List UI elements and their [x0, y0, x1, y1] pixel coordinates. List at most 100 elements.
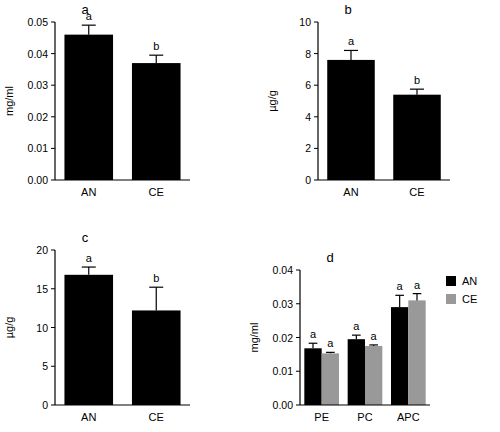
bar [365, 346, 382, 405]
error-bar [395, 295, 404, 307]
bar [327, 60, 375, 180]
figure: a mg/ml 0.00 0.01 0.02 0.03 0.04 0.05 AN a CE b b µg/… [0, 0, 500, 432]
bar [304, 348, 321, 405]
error-cap [326, 352, 335, 353]
bar [408, 300, 425, 405]
panel-label: d [326, 250, 333, 265]
y-tick-label: 10 [299, 16, 311, 28]
error-bar [326, 352, 335, 353]
x-tick-label: CE [149, 186, 164, 198]
bar [322, 353, 339, 405]
y-axis-label: mg/ml [248, 323, 260, 353]
y-tick-label: 0.03 [28, 79, 49, 91]
legend-label: AN [462, 275, 477, 287]
y-tick-label: 0.03 [273, 298, 294, 310]
y-axis [299, 270, 300, 405]
y-tick-label: 8 [305, 48, 311, 60]
error-cap [309, 343, 318, 344]
y-tick-label: 15 [36, 283, 48, 295]
significance-letter: a [371, 330, 378, 342]
y-axis-label: µg/g [3, 317, 15, 339]
bar [348, 339, 365, 405]
error-stem [356, 335, 357, 339]
error-stem [350, 50, 351, 59]
x-axis [300, 404, 430, 405]
error-bar [369, 345, 378, 346]
error-bar [413, 294, 422, 301]
x-tick-label: PE [314, 411, 329, 423]
significance-letter: a [397, 280, 404, 292]
error-bar [352, 335, 361, 339]
error-stem [156, 55, 157, 63]
error-stem [416, 294, 417, 301]
panel-label: c [82, 230, 89, 245]
y-tick-label: 4 [305, 111, 311, 123]
plot-area [64, 267, 180, 405]
error-cap [369, 344, 378, 345]
y-tick-label: 0.00 [28, 174, 49, 186]
error-bar [149, 55, 163, 63]
panel: cµg/g05101520ANaCEb [3, 230, 190, 423]
error-stem [312, 343, 313, 348]
error-bar [410, 89, 424, 95]
significance-letter: a [414, 279, 421, 291]
error-cap [413, 293, 422, 294]
y-tick-label: 0 [42, 399, 48, 411]
error-cap [82, 266, 96, 267]
x-tick-label: CE [409, 186, 424, 198]
error-bar [149, 287, 163, 310]
panel: bµg/g0246810ANaCEb [266, 2, 450, 198]
significance-letter: a [310, 328, 317, 340]
error-bar [82, 267, 96, 275]
y-tick-label: 2 [305, 142, 311, 154]
x-axis [55, 404, 190, 405]
y-tick-label: 6 [305, 79, 311, 91]
significance-letter: a [353, 320, 360, 332]
y-tick-label: 0.02 [28, 111, 49, 123]
error-cap [149, 287, 163, 288]
x-tick-label: PC [357, 411, 372, 423]
legend-label: CE [462, 293, 477, 305]
error-cap [149, 55, 163, 56]
y-tick-label: 0.04 [273, 264, 294, 276]
x-tick-label: APC [397, 411, 420, 423]
error-cap [82, 25, 96, 26]
error-stem [88, 267, 89, 275]
y-tick-label: 0.04 [28, 48, 49, 60]
panel-label: b [344, 2, 351, 17]
significance-letter: a [348, 35, 355, 47]
error-cap [410, 89, 424, 90]
plot-area [304, 294, 425, 405]
plot-area [64, 25, 180, 180]
y-tick-label: 0.05 [28, 16, 49, 28]
error-bar [309, 343, 318, 348]
significance-letter: b [153, 272, 159, 284]
plot-area [327, 50, 441, 180]
y-tick-label: 0 [305, 174, 311, 186]
significance-letter: a [86, 10, 93, 22]
y-axis [54, 22, 55, 180]
error-cap [352, 335, 361, 336]
x-tick-label: AN [81, 411, 96, 423]
bar [64, 275, 113, 405]
bar [393, 95, 441, 180]
legend-swatch [446, 276, 456, 286]
x-tick-label: AN [81, 186, 96, 198]
y-axis-label: µg/g [266, 90, 278, 112]
error-bar [344, 50, 358, 59]
error-cap [344, 50, 358, 51]
y-tick-label: 0.01 [28, 142, 49, 154]
bar [64, 35, 113, 180]
legend-swatch [446, 294, 456, 304]
error-stem [399, 295, 400, 307]
y-tick-label: 0.00 [273, 399, 294, 411]
significance-letter: a [86, 252, 93, 264]
y-axis [317, 22, 318, 180]
x-tick-label: CE [149, 411, 164, 423]
panel: dmg/ml0.000.010.020.030.04PEaaPCaaAPCaaA… [248, 250, 477, 423]
error-stem [88, 25, 89, 34]
y-axis [54, 250, 55, 405]
bar [132, 310, 181, 405]
significance-letter: b [153, 40, 159, 52]
y-tick-label: 5 [42, 360, 48, 372]
